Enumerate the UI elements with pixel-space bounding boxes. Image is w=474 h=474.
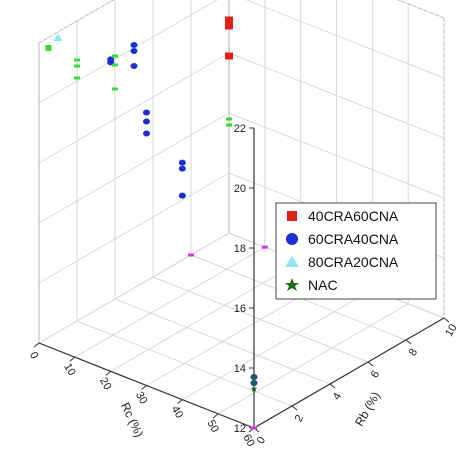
- floor-grid-line: [114, 298, 331, 385]
- legend: 40CRA60CNA 60CRA40CNA 80CRA20CNA NAC: [275, 202, 437, 300]
- data-point-square: [225, 52, 233, 60]
- back-wall-grid-line: [38, 172, 230, 284]
- data-point-circle: [178, 165, 186, 172]
- data-point-star: [250, 379, 258, 386]
- z-tick-label: 14: [234, 363, 246, 375]
- side-wall-grid-line: [245, 0, 445, 79]
- floor-grid-line: [110, 260, 301, 372]
- legend-item-3: 80CRA20CNA: [285, 254, 399, 270]
- y-tick-mark: [405, 339, 412, 345]
- y-tick-mark: [291, 405, 298, 411]
- z-tick-label: 18: [234, 243, 246, 255]
- data-point-circle: [130, 63, 138, 69]
- legend-item-1: 40CRA60CNA: [287, 208, 399, 224]
- data-point-circle: [178, 192, 186, 199]
- data-point-star: [250, 373, 258, 380]
- x-tick-mark: [33, 342, 40, 348]
- x-tick-label: 20: [97, 376, 114, 393]
- legend-marker-star: [285, 278, 299, 291]
- z-tick-label: 12: [234, 423, 246, 435]
- x-tick-label: 50: [205, 418, 222, 435]
- frame-line: [38, 0, 115, 44]
- legend-item-4: NAC: [285, 277, 338, 293]
- x-tick-mark: [177, 399, 183, 405]
- x-axis-title: Rc (%): [118, 400, 146, 439]
- z-tick-label: 20: [234, 183, 246, 195]
- data-point-dash: [74, 64, 80, 68]
- x-tick-label: 40: [169, 404, 186, 421]
- x-tick-mark: [141, 385, 147, 390]
- x-tick-mark: [105, 370, 111, 376]
- points-layer: [45, 16, 340, 430]
- data-point-triangle: [53, 33, 63, 41]
- legend-label: 60CRA40CNA: [308, 231, 399, 247]
- data-point-dash: [112, 63, 118, 67]
- y-tick-label: 2: [293, 413, 306, 424]
- z-tick-label: 22: [234, 123, 246, 135]
- x-tick-mark: [69, 356, 76, 362]
- legend-item-2: 60CRA40CNA: [286, 231, 399, 247]
- data-point-circle: [130, 48, 138, 54]
- y-axis-title: Rb (%): [352, 389, 383, 428]
- y-tick-mark: [367, 361, 374, 367]
- x-tick-label: 10: [61, 361, 78, 378]
- y-tick-label: 4: [331, 391, 344, 402]
- x-tick-mark: [212, 413, 219, 419]
- data-point-circle: [178, 159, 186, 166]
- legend-label: 40CRA60CNA: [308, 208, 399, 224]
- side-wall-grid-line: [228, 52, 445, 139]
- x-tick-label: 60: [240, 432, 257, 449]
- y-tick-mark: [443, 317, 450, 323]
- side-wall-grid-line: [228, 112, 445, 199]
- y-tick-mark: [329, 383, 336, 389]
- floor-grid-line: [152, 276, 369, 363]
- floor-grid-line: [76, 320, 293, 407]
- data-point-circle: [143, 109, 150, 116]
- data-point-circle: [143, 130, 150, 137]
- y-tick-label: 0: [255, 435, 268, 446]
- frame-line: [397, 0, 445, 19]
- data-point-dash: [45, 45, 52, 48]
- data-point-dash: [261, 245, 268, 249]
- back-wall-grid-line: [38, 232, 230, 344]
- data-point-dash: [226, 123, 232, 127]
- data-point-circle: [130, 42, 138, 48]
- data-point-dash: [112, 54, 118, 58]
- y-tick-label: 8: [407, 347, 420, 358]
- data-point-square: [225, 16, 233, 24]
- y-axis-line: [253, 317, 445, 429]
- data-point-dash: [112, 87, 118, 91]
- floor-grid-line: [74, 246, 266, 358]
- data-point-dash: [188, 253, 194, 257]
- data-point-dash: [45, 48, 52, 51]
- back-wall-grid-line: [38, 0, 115, 44]
- legend-label: 80CRA20CNA: [308, 254, 399, 270]
- data-point-star: [250, 385, 258, 392]
- floor-grid-line: [217, 303, 409, 415]
- legend-marker-circle: [286, 233, 298, 245]
- y-tick-label: 6: [369, 369, 382, 380]
- data-point-dash: [251, 426, 257, 430]
- legend-marker-triangle: [285, 256, 299, 267]
- data-point-circle: [143, 118, 150, 125]
- legend-box: [275, 202, 437, 300]
- legend-marker-square: [287, 211, 297, 221]
- data-point-square: [225, 22, 233, 30]
- x-tick-label: 0: [27, 350, 40, 361]
- floor-grid-line: [182, 289, 373, 401]
- x-tick-label: 30: [133, 390, 150, 407]
- data-point-dash: [74, 76, 80, 80]
- data-point-dash: [226, 117, 232, 121]
- y-tick-label: 10: [443, 322, 460, 339]
- legend-label: NAC: [308, 277, 338, 293]
- z-tick-label: 16: [234, 303, 246, 315]
- data-point-dash: [74, 58, 80, 62]
- back-wall-grid-line: [38, 52, 230, 164]
- back-wall-grid-line: [38, 112, 230, 224]
